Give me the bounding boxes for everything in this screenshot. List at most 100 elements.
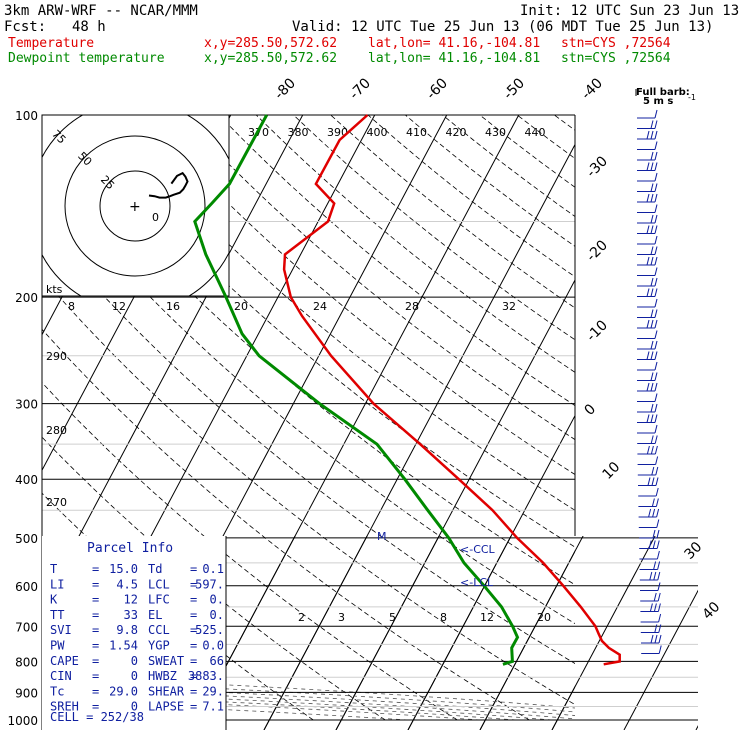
parcel-value2-7: 3883.	[188, 669, 224, 683]
mixing-ratio-labels: 2 3 5 8 12 20	[298, 611, 551, 624]
isotherm-label--60: -60	[424, 75, 451, 102]
wind-barb-flag	[650, 120, 654, 129]
wind-barb-46	[640, 592, 661, 602]
wind-barb-flag	[654, 624, 658, 633]
wind-barb-flag	[654, 151, 658, 161]
parcel-eq2-0: =	[190, 562, 197, 576]
parcel-value-9: 0	[131, 700, 138, 714]
theta-label-410: 410	[406, 126, 427, 139]
parcel-eq2-1: =	[190, 577, 197, 591]
isotherm-low-0	[479, 536, 584, 730]
dry-adiabat-370	[218, 115, 575, 407]
dry-adiabat-380	[255, 115, 575, 373]
wind-barb-flag	[654, 267, 658, 276]
speed-axis-label-32: 32	[502, 300, 516, 313]
wind-barb-flag	[654, 214, 658, 224]
parcel-eq-5: =	[92, 639, 99, 653]
dry-adiabat-410	[367, 115, 575, 278]
wind-barb-43	[639, 561, 661, 570]
parcel-value2-4: 525.	[195, 623, 224, 637]
wind-barb-6	[637, 172, 658, 182]
wind-barb-flag	[658, 613, 662, 623]
wind-barb-39	[638, 519, 660, 528]
wind-barb-flag	[650, 372, 654, 381]
parcel-key2-3: EL	[148, 608, 162, 622]
wind-barb-flag	[654, 351, 658, 360]
wind-barb-flag	[646, 414, 650, 423]
wind-barb-flag	[649, 571, 653, 581]
wind-barb-flag	[657, 592, 661, 602]
hodograph-frame	[41, 114, 230, 297]
wind-barb-19	[637, 309, 658, 318]
wind-barb-flag	[650, 351, 654, 360]
wind-barb-flag	[654, 298, 658, 308]
wind-barb-21	[637, 330, 658, 339]
wind-barb-flag	[646, 162, 650, 171]
wind-barb-16	[637, 277, 658, 287]
wind-barb-flag	[646, 288, 650, 297]
wind-barb-flag	[655, 498, 659, 507]
wind-barb-flag	[654, 277, 658, 287]
pressure-label-100: 100	[15, 109, 38, 123]
parcel-eq-8: =	[92, 684, 99, 698]
temperature-latlon: lat,lon= 41.16,-104.81	[368, 36, 541, 51]
wind-barb-7	[637, 183, 658, 192]
wind-barb-flag	[652, 508, 656, 518]
isotherm-label--10: -10	[584, 317, 611, 344]
wind-barb-flag	[654, 120, 658, 129]
theta-label-380: 380	[288, 126, 309, 139]
wind-barb-flag	[654, 172, 658, 182]
isotherm-low--20	[335, 536, 440, 730]
hodograph-center-plus: +	[129, 199, 141, 215]
parcel-key2-5: YGP	[148, 639, 170, 653]
wind-barb-flag	[655, 456, 659, 465]
parcel-value-6: 0	[131, 654, 138, 668]
wind-barb-flag	[654, 361, 658, 371]
wind-barb-24	[637, 361, 658, 371]
dewpoint-profile	[193, 114, 520, 666]
wind-barb-flag	[650, 382, 654, 392]
forecast-label: Fcst:	[4, 19, 47, 35]
pressure-label-800: 800	[15, 655, 38, 669]
wind-barb-flag	[649, 603, 653, 612]
wind-barb-35	[638, 477, 659, 486]
wind-barb-flag	[654, 141, 658, 150]
temperature-profile	[282, 114, 621, 666]
wind-barb-flag	[656, 540, 660, 549]
dewpoint-legend-label: Dewpoint temperature	[8, 51, 165, 66]
wind-barb-flag	[650, 151, 654, 161]
wind-barb-flag	[650, 225, 654, 234]
valid-time: Valid: 12 UTC Tue 25 Jun 13 (06 MDT Tue …	[292, 19, 714, 35]
wind-barb-legend: Full barb: 5 m s -1	[635, 87, 696, 107]
dewpoint-xy: x,y=285.50,572.62	[204, 51, 338, 66]
hodograph: + 75 50 25 0 kts	[41, 114, 230, 297]
wind-barb-flag	[650, 277, 654, 287]
parcel-value2-1: 597.	[195, 577, 224, 591]
wind-barb-flag	[654, 372, 658, 381]
wind-barb-49	[640, 624, 662, 633]
wind-barb-flag	[654, 424, 658, 434]
parcel-key2-9: LAPSE	[148, 700, 184, 714]
isotherm--110	[0, 115, 15, 730]
wind-barb-flag	[654, 435, 658, 444]
parcel-eq-1: =	[92, 577, 99, 591]
barb-legend-exponent: -1	[688, 93, 696, 102]
wind-barb-32	[637, 445, 658, 455]
wind-barb-flag	[657, 582, 661, 591]
wind-barb-34	[637, 466, 659, 476]
parcel-key2-7: HWBZ	[148, 669, 177, 683]
wind-barb-flag	[648, 508, 652, 518]
wind-barb-flag	[654, 109, 658, 119]
wind-barb-flag	[654, 204, 658, 213]
dewpoint-latlon: lat,lon= 41.16,-104.81	[368, 51, 541, 66]
m-marker: M	[377, 530, 387, 543]
mixing-ratio-label-20: 20	[537, 611, 551, 624]
wind-barb-flag	[654, 382, 658, 392]
isotherm-label--50: -50	[501, 75, 528, 102]
wind-barb-flag	[654, 309, 658, 318]
theta-label-400: 400	[367, 126, 388, 139]
wind-barb-flag	[646, 319, 650, 329]
wind-barb-flag	[646, 193, 650, 203]
wind-barb-flag	[650, 246, 654, 255]
